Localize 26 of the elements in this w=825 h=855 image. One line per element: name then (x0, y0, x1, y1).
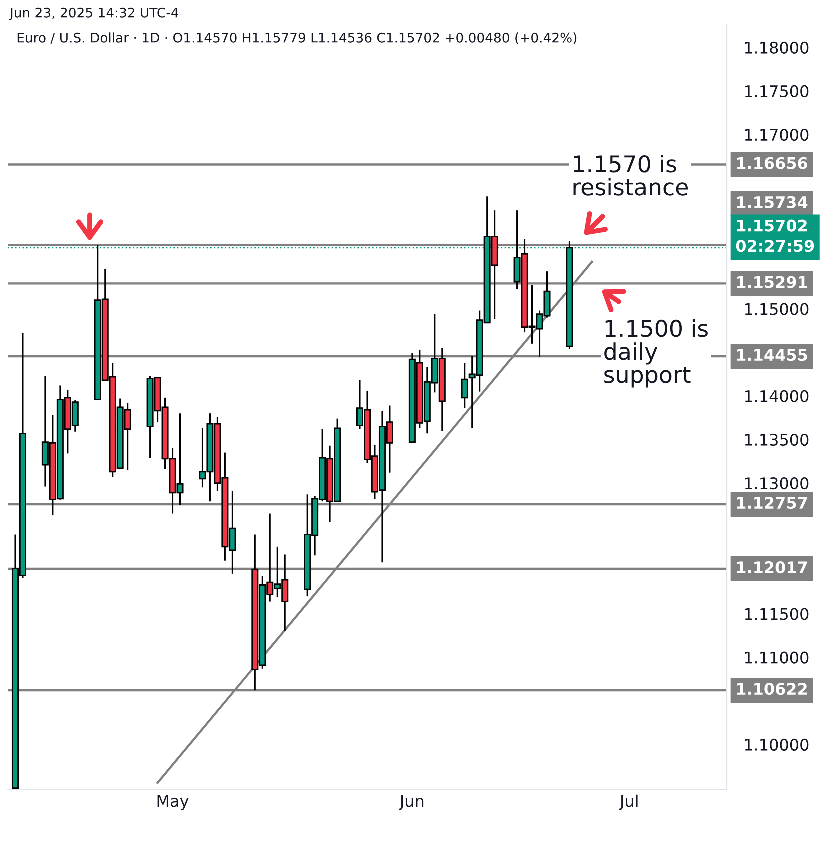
text: Euro / U.S. Dollar · 1D · O1.14570 H1.15779 L1.14536 C1.15702 +0.00480 (+0.42%) (18, 32, 577, 44)
candlestick (461, 362, 468, 410)
y-tick-label: 1.13000 (745, 478, 809, 490)
ref-line-label: 1.12757 (737, 497, 808, 510)
y-tick-label: 1.10000 (745, 738, 809, 751)
ref-line-label: 1.10622 (737, 683, 807, 696)
x-tick-label: Jun (399, 795, 424, 810)
y-tick-label: 1.17000 (745, 128, 809, 142)
ref-line-label: 1.16656 (737, 157, 808, 170)
ref-line-label: 1.15734 (737, 196, 808, 209)
y-tick-label: 1.11500 (745, 608, 809, 620)
x-tick-label: Jul (619, 794, 638, 810)
chart-subtitle: Jun 23, 2025 14:32 UTC-4 (9, 8, 179, 20)
annotation: 1.1570 is resistance (574, 155, 688, 196)
ref-line-label: 1.15702 02:27:59 (736, 220, 814, 252)
y-tick-label: 1.14000 (745, 390, 809, 402)
annotation: 1.1500 is daily support (604, 320, 708, 388)
ref-line-label: 1.15291 (737, 276, 808, 288)
y-tick-label: 1.11000 (745, 652, 809, 664)
ref-line-label: 1.12017 (737, 562, 808, 574)
y-tick-label: 1.17500 (745, 85, 809, 98)
y-tick-label: 1.15000 (745, 303, 809, 316)
y-tick-label: 1.18000 (745, 42, 809, 54)
ref-line-label: 1.14455 (737, 349, 808, 362)
x-tick-label: May (158, 795, 189, 810)
y-tick-label: 1.13500 (745, 434, 809, 446)
